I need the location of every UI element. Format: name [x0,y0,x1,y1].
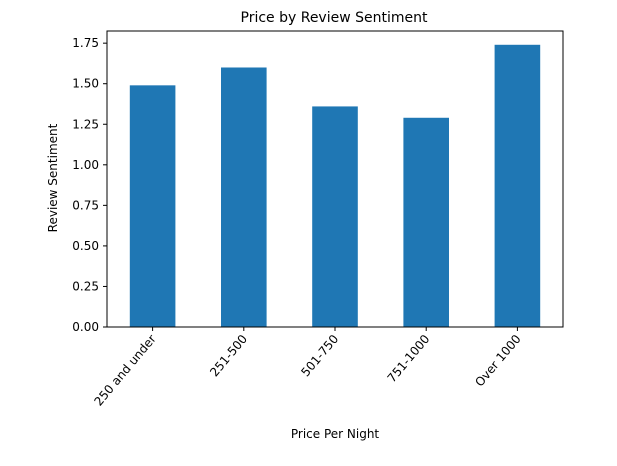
y-axis-label: Review Sentiment [46,123,60,232]
bar-3 [403,117,449,327]
x-axis: 250 and under 251-500 501-750 751-1000 Over … [91,327,524,409]
x-tick-label: 250 and under [91,332,158,409]
y-tick-label: 1.25 [72,117,99,131]
bar-4 [494,44,541,327]
bar-0 [129,85,176,327]
y-tick-label: 1.75 [72,36,99,50]
y-tick-label: 0.50 [72,239,99,253]
x-tick-label: 251-500 [207,332,250,379]
bars-group [129,44,541,327]
x-tick-label: Over 1000 [472,332,523,389]
chart-title: Price by Review Sentiment [241,10,429,26]
y-axis: 0.00 0.25 0.50 0.75 1.00 1.25 1.50 1.75 [72,36,107,334]
x-axis-label: Price Per Night [291,427,380,441]
bar-2 [312,106,358,327]
y-tick-label: 1.00 [72,158,99,172]
y-tick-label: 0.00 [72,320,99,334]
y-tick-label: 0.25 [72,279,99,293]
x-tick-label: 501-750 [298,332,341,379]
y-tick-label: 1.50 [72,77,99,91]
bar-1 [221,67,267,327]
y-tick-label: 0.75 [72,198,99,212]
x-tick-label: 751-1000 [385,332,433,385]
